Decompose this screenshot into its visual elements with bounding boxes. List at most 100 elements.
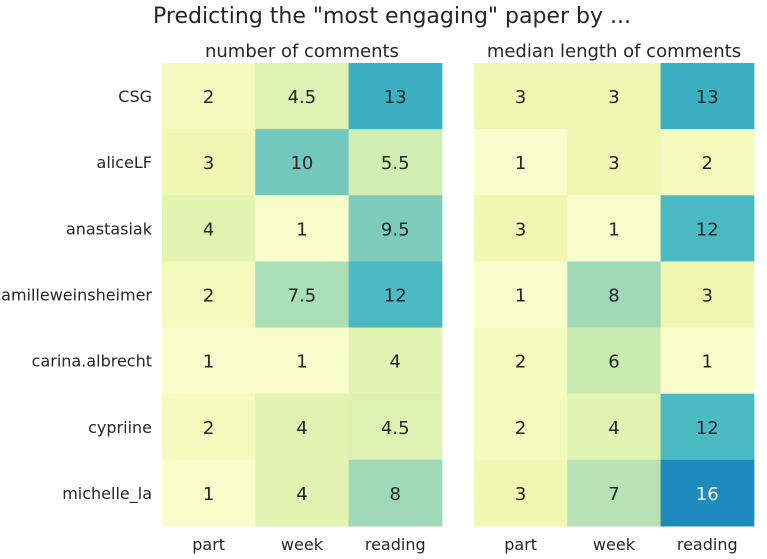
- heatmap-cell: [348, 63, 443, 130]
- panel-title: median length of comments: [487, 41, 741, 62]
- heatmap-cell: [660, 261, 755, 329]
- heatmap-cell: [255, 195, 350, 262]
- cell-value: 3: [608, 153, 619, 174]
- cell-value: 2: [203, 418, 214, 439]
- cell-value: 12: [696, 219, 719, 240]
- cell-value: 7: [608, 484, 619, 505]
- cell-value: 1: [296, 352, 307, 373]
- heatmap-panel: number of comments 2 4.5 13 3 10 5.5 4 1 9.5 2 7.5 1…: [162, 41, 443, 554]
- heatmap-cell: [474, 393, 568, 461]
- cell-value: 3: [608, 87, 619, 108]
- cell-value: 16: [696, 484, 719, 505]
- column-label: part: [504, 535, 537, 554]
- column-label: week: [281, 535, 324, 554]
- heatmap-cell: [474, 195, 568, 262]
- row-label: michelle_la: [62, 484, 152, 504]
- cell-value: 1: [203, 352, 214, 373]
- heatmap-cell: [162, 63, 256, 130]
- column-label: week: [593, 535, 636, 554]
- cell-value: 7.5: [288, 286, 317, 307]
- heatmap-cell: [162, 327, 256, 395]
- cell-value: 2: [203, 87, 214, 108]
- cell-value: 4: [390, 352, 401, 373]
- cell-value: 1: [203, 484, 214, 505]
- cell-value: 12: [696, 418, 719, 439]
- heatmap-cell: [660, 129, 755, 196]
- cell-value: 4.5: [288, 87, 317, 108]
- heatmap-cell: [255, 393, 350, 461]
- cell-value: 4: [608, 418, 619, 439]
- heatmap-cell: [348, 261, 443, 329]
- panel-title: number of comments: [205, 41, 399, 62]
- heatmap-cell: [660, 327, 755, 395]
- heatmap-cell: [567, 129, 662, 196]
- heatmap-cell: [162, 261, 256, 329]
- heatmap-cell: [474, 63, 568, 130]
- heatmap-cell: [567, 393, 662, 461]
- heatmap-cell: [255, 261, 350, 329]
- cell-value: 1: [702, 352, 713, 373]
- heatmap-cell: [567, 63, 662, 130]
- heatmap-cell: [255, 129, 350, 196]
- cell-value: 12: [384, 286, 407, 307]
- heatmap-cell: [162, 459, 256, 527]
- heatmap-cell: [660, 459, 755, 527]
- heatmap-cell: [162, 129, 256, 196]
- heatmap-cell: [348, 129, 443, 196]
- heatmap-cell: [474, 327, 568, 395]
- heatmap-cell: [255, 327, 350, 395]
- cell-value: 4: [296, 484, 307, 505]
- heatmap-cell: [474, 261, 568, 329]
- cell-value: 2: [203, 286, 214, 307]
- cell-value: 1: [296, 219, 307, 240]
- cell-value: 3: [515, 219, 526, 240]
- column-label: reading: [677, 535, 738, 554]
- cell-value: 9.5: [381, 219, 410, 240]
- heatmap-cell: [660, 63, 755, 130]
- cell-value: 2: [515, 352, 526, 373]
- cell-value: 8: [608, 286, 619, 307]
- heatmap-cell: [660, 195, 755, 262]
- heatmap-cell: [474, 129, 568, 196]
- cell-value: 1: [608, 219, 619, 240]
- chart-title: Predicting the "most engaging" paper by …: [153, 4, 631, 29]
- cell-value: 2: [515, 418, 526, 439]
- cell-value: 3: [515, 87, 526, 108]
- row-label: CSG: [118, 87, 152, 106]
- cell-value: 4: [203, 219, 214, 240]
- heatmap-cell: [567, 261, 662, 329]
- cell-value: 3: [515, 484, 526, 505]
- cell-value: 1: [515, 286, 526, 307]
- cell-value: 3: [702, 286, 713, 307]
- cell-value: 1: [515, 153, 526, 174]
- heatmap-cell: [162, 195, 256, 262]
- cell-value: 8: [390, 484, 401, 505]
- row-label: cypriine: [88, 418, 152, 437]
- cell-value: 5.5: [381, 153, 410, 174]
- heatmap-cell: [162, 393, 256, 461]
- heatmap-cell: [567, 195, 662, 262]
- cell-value: 3: [203, 153, 214, 174]
- heatmap-cell: [567, 459, 662, 527]
- cell-value: 13: [384, 87, 407, 108]
- heatmap-cell: [255, 459, 350, 527]
- row-label: camilleweinsheimer: [0, 286, 152, 305]
- heatmap-cell: [660, 393, 755, 461]
- cell-value: 10: [290, 153, 313, 174]
- row-label: carina.albrecht: [32, 352, 152, 371]
- cell-value: 13: [696, 87, 719, 108]
- heatmap-cell: [348, 459, 443, 527]
- cell-value: 4.5: [381, 418, 410, 439]
- heatmap-cell: [348, 393, 443, 461]
- cell-value: 2: [702, 153, 713, 174]
- row-label: aliceLF: [97, 153, 152, 172]
- column-label: part: [192, 535, 225, 554]
- heatmap-cell: [567, 327, 662, 395]
- cell-value: 6: [608, 352, 619, 373]
- cell-value: 4: [296, 418, 307, 439]
- heatmap-cell: [348, 327, 443, 395]
- heatmap-cell: [255, 63, 350, 130]
